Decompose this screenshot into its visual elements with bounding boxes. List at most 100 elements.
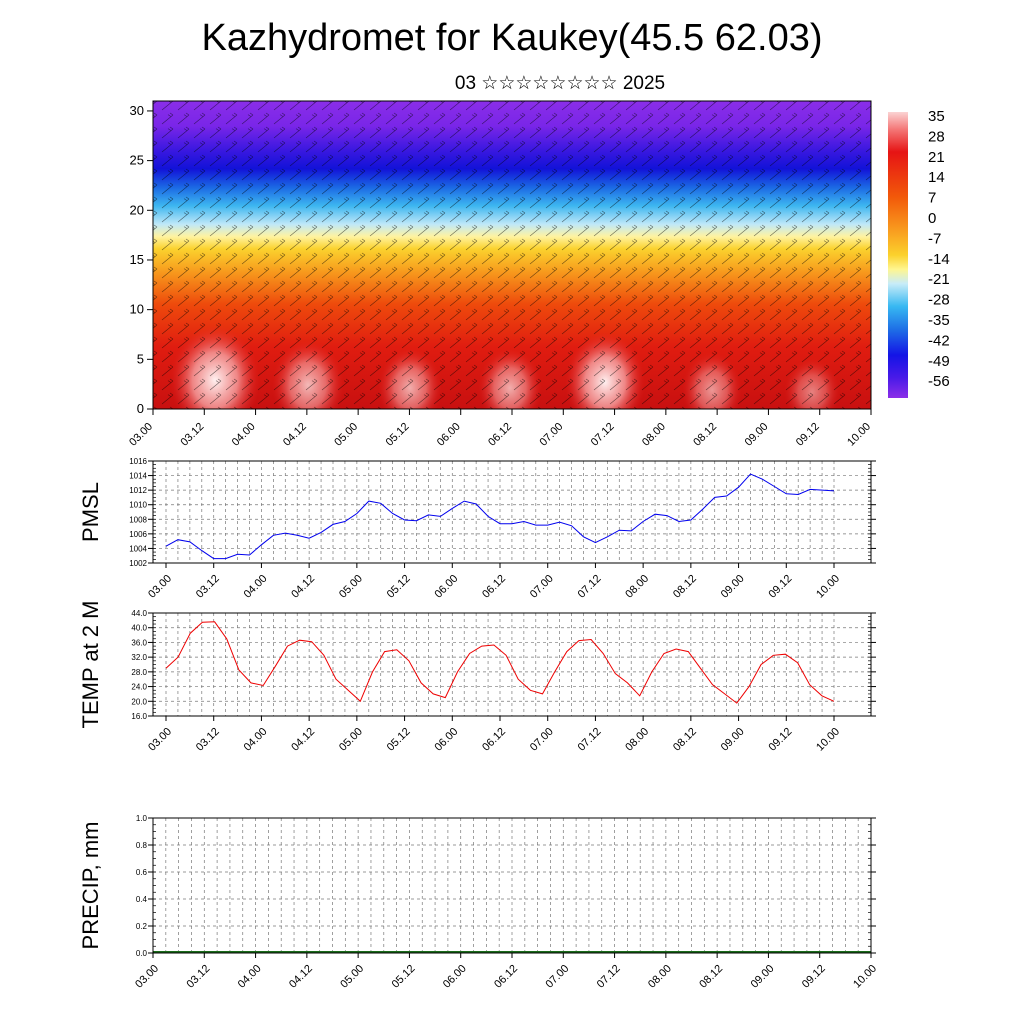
x-tick-label: 10.00 <box>814 726 842 754</box>
y-tick-label: 44.0 <box>131 609 147 618</box>
colorbar-label: 28 <box>928 128 945 145</box>
x-tick-label: 05.00 <box>337 573 365 601</box>
y-tick-label: 0.4 <box>136 895 148 904</box>
x-tick-label: 08.12 <box>691 421 719 449</box>
x-tick-label: 06.12 <box>480 573 508 601</box>
colorbar-label: 21 <box>928 149 945 166</box>
y-tick-label: 0.6 <box>136 868 148 877</box>
y-tick-label: 0.0 <box>136 949 148 958</box>
y-tick-label: 20 <box>130 202 144 217</box>
colorbar-label: -21 <box>928 271 950 288</box>
colorbar-label: -49 <box>928 353 950 370</box>
y-tick-label: 15 <box>130 252 144 267</box>
x-tick-label: 05.00 <box>338 963 366 991</box>
colorbar-label: -35 <box>928 312 950 329</box>
precip-frame <box>152 817 872 954</box>
x-tick-label: 06.00 <box>435 421 463 449</box>
x-tick-label: 09.00 <box>749 963 777 991</box>
x-tick-label: 08.00 <box>640 421 668 449</box>
y-tick-label: 1012 <box>129 486 147 495</box>
x-tick-label: 05.12 <box>390 963 418 991</box>
x-tick-label: 04.00 <box>242 726 270 754</box>
x-tick-label: 09.00 <box>743 421 771 449</box>
x-tick-label: 05.12 <box>384 421 412 449</box>
colorbar-label: -42 <box>928 332 950 349</box>
x-tick-label: 09.12 <box>766 726 794 754</box>
y-tick-label: 1008 <box>129 515 147 524</box>
temp-panel: 16.0 20.0 24.0 28.0 32.0 36.0 40.0 44.0 03.00 03.… <box>78 601 876 754</box>
x-tick-label: 04.12 <box>289 726 317 754</box>
x-tick-label: 03.00 <box>146 726 174 754</box>
y-tick-label: 28.0 <box>131 668 147 677</box>
x-tick-label: 08.12 <box>671 573 699 601</box>
precip-axis-title: PRECIP, mm <box>78 822 103 950</box>
y-tick-label: 1010 <box>129 501 147 510</box>
chart-title: Kazhydromet for Kaukey(45.5 62.03) <box>201 17 823 59</box>
x-tick-label: 10.00 <box>814 573 842 601</box>
colorbar-label: 35 <box>928 108 945 125</box>
x-tick-label: 07.00 <box>537 421 565 449</box>
x-tick-label: 05.12 <box>385 726 413 754</box>
y-tick-label: 0.8 <box>136 841 148 850</box>
x-tick-label: 03.12 <box>184 963 212 991</box>
colorbar-label: 14 <box>928 169 945 186</box>
x-tick-label: 07.12 <box>576 726 604 754</box>
x-tick-label: 03.12 <box>178 421 206 449</box>
colorbar-label: 7 <box>928 190 936 207</box>
colorbar-label: -28 <box>928 292 950 309</box>
pmsl-panel: 1002 1004 1006 1008 1010 1012 1014 1016 03.00 03.… <box>78 457 876 601</box>
x-tick-label: 06.00 <box>432 573 460 601</box>
y-tick-label: 1016 <box>129 457 147 466</box>
x-tick-label: 05.12 <box>385 573 413 601</box>
x-tick-label: 03.12 <box>194 726 222 754</box>
x-tick-label: 04.12 <box>287 963 315 991</box>
temp-axis-title: TEMP at 2 M <box>78 601 103 729</box>
colorbar: 35 28 21 14 7 0 -7 -14 -21 -28 -35 -42 -49 -56 <box>888 108 950 398</box>
y-tick-label: 24.0 <box>131 683 147 692</box>
x-tick-label: 07.00 <box>528 573 556 601</box>
pmsl-series-line <box>165 473 835 560</box>
x-tick-label: 03.00 <box>146 573 174 601</box>
pmsl-frame <box>152 460 872 564</box>
x-tick-label: 06.12 <box>486 421 514 449</box>
colorbar-label: 0 <box>928 210 936 227</box>
x-tick-label: 04.12 <box>289 573 317 601</box>
temp-series-line <box>165 621 835 704</box>
x-tick-label: 09.00 <box>719 726 747 754</box>
y-tick-label: 32.0 <box>131 653 147 662</box>
colorbar-label: -7 <box>928 230 941 247</box>
x-tick-label: 06.12 <box>480 726 508 754</box>
x-tick-label: 07.12 <box>589 421 617 449</box>
x-tick-label: 07.00 <box>528 726 556 754</box>
y-tick-label: 20.0 <box>131 697 147 706</box>
x-tick-label: 08.00 <box>646 963 674 991</box>
colorbar-label: -14 <box>928 251 950 268</box>
wind-barbs <box>153 101 871 409</box>
y-tick-label: 1006 <box>129 530 147 539</box>
x-tick-label: 03.00 <box>127 421 155 449</box>
y-tick-label: 5 <box>137 351 144 366</box>
y-tick-label: 16.0 <box>131 712 147 721</box>
y-tick-label: 0.2 <box>136 922 148 931</box>
x-tick-label: 07.12 <box>576 573 604 601</box>
x-tick-label: 06.12 <box>492 963 520 991</box>
x-tick-label: 08.00 <box>623 726 651 754</box>
x-tick-label: 07.12 <box>595 963 623 991</box>
x-tick-label: 06.00 <box>441 963 469 991</box>
y-tick-label: 30 <box>130 103 144 118</box>
y-tick-label: 40.0 <box>131 624 147 633</box>
x-tick-label: 09.00 <box>719 573 747 601</box>
x-tick-label: 04.12 <box>281 421 309 449</box>
x-tick-label: 09.12 <box>766 573 794 601</box>
y-tick-label: 0 <box>137 401 144 416</box>
cross-section-panel: 0 5 10 15 20 25 30 03.00 03.12 04.00 04.12 05.00 05.… <box>127 100 873 449</box>
x-tick-label: 05.00 <box>332 421 360 449</box>
y-tick-label: 1002 <box>129 559 147 568</box>
x-tick-label: 07.00 <box>543 963 571 991</box>
y-tick-label: 1004 <box>129 544 147 553</box>
x-tick-label: 10.00 <box>851 963 879 991</box>
y-tick-label: 36.0 <box>131 638 147 647</box>
x-tick-label: 06.00 <box>432 726 460 754</box>
x-tick-label: 04.00 <box>236 963 264 991</box>
